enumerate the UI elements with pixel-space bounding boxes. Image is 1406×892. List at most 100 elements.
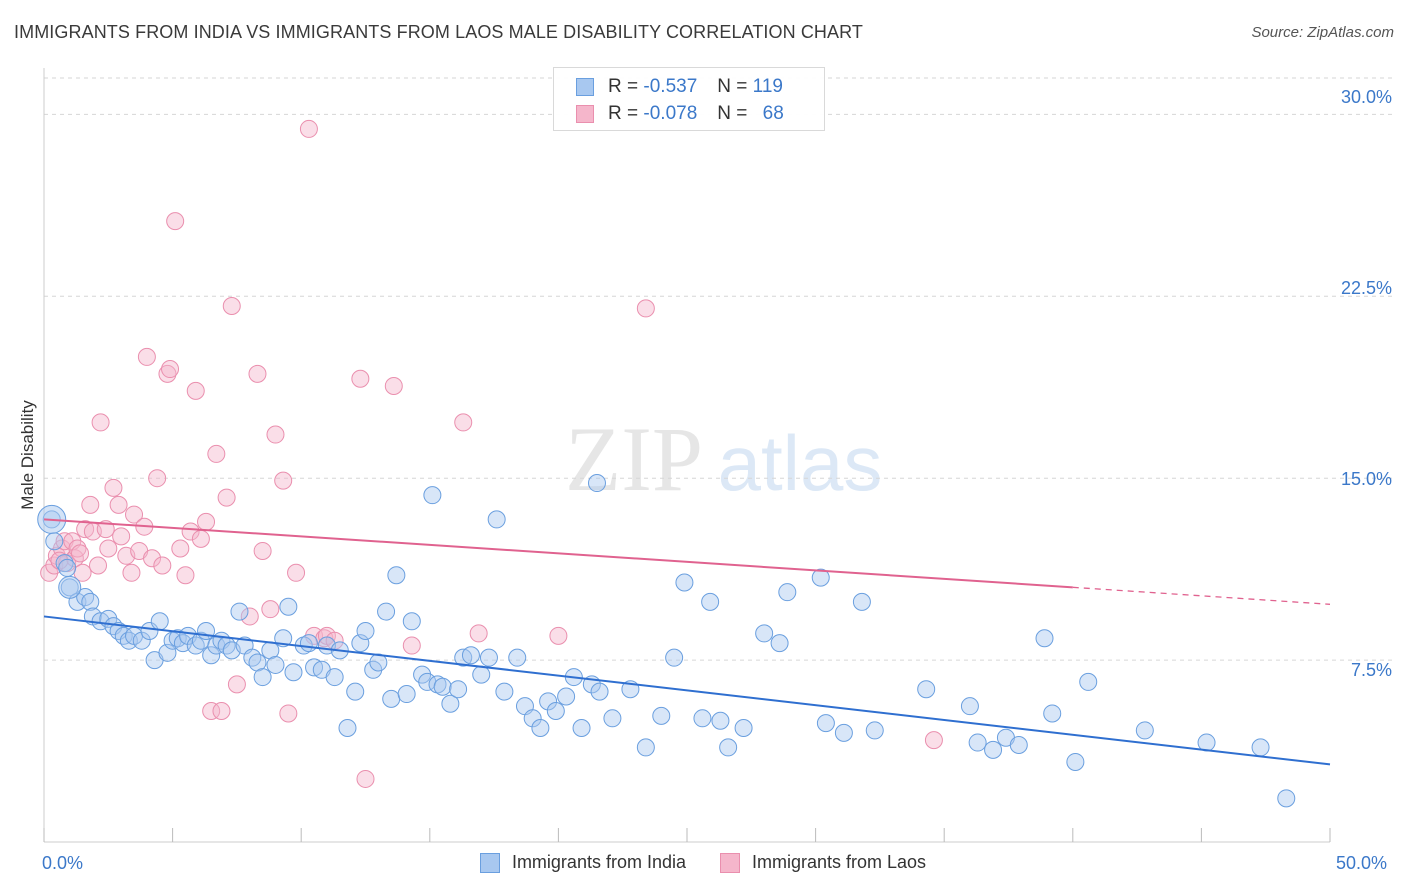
india-point-106 — [960, 697, 979, 716]
india-point-99 — [778, 583, 797, 602]
india-point-28 — [202, 646, 221, 665]
laos-point-61 — [454, 413, 473, 432]
india-point-25 — [186, 636, 205, 655]
india-point-76 — [523, 709, 542, 728]
y-tick-label-15: 15.0% — [1340, 469, 1392, 489]
laos-point-63 — [549, 626, 568, 645]
legend-r-label: R = — [608, 76, 639, 97]
laos-point-36 — [191, 529, 210, 548]
india-point-44 — [299, 634, 318, 653]
india-point-6 — [76, 588, 95, 607]
india-point-66 — [441, 694, 460, 713]
laos-point-38 — [202, 702, 221, 721]
india-point-113 — [1066, 752, 1085, 771]
y-tick-label-7-5: 7.5% — [1350, 660, 1392, 680]
india-point-82 — [572, 719, 591, 738]
laos-point-31 — [166, 212, 185, 231]
laos-point-15 — [96, 520, 115, 539]
laos-point-25 — [137, 347, 156, 366]
legend-swatch-laos — [720, 852, 740, 873]
legend-swatch-laos — [576, 105, 594, 123]
laos-point-51 — [287, 563, 306, 582]
laos-point-67 — [50, 551, 69, 570]
india-point-20 — [158, 643, 177, 662]
india-point-91 — [675, 573, 694, 592]
laos-point-35 — [186, 381, 205, 400]
legend-label-india: Immigrants from India — [511, 852, 686, 872]
axes — [43, 68, 1331, 843]
laos-point-49 — [274, 471, 293, 490]
laos-point-11 — [81, 495, 100, 514]
india-point-60 — [402, 612, 421, 631]
india-point-7 — [81, 592, 100, 611]
india-point-117 — [1251, 738, 1270, 757]
india-point-56 — [377, 602, 396, 621]
india-point-95 — [719, 738, 738, 757]
india-point-105 — [917, 680, 936, 699]
india-point-2 — [55, 554, 74, 573]
laos-point-37 — [197, 512, 216, 531]
laos-point-45 — [248, 364, 267, 383]
laos-point-28 — [153, 556, 172, 575]
india-point-22 — [168, 629, 187, 648]
india-point-70 — [472, 665, 491, 684]
india-point-98 — [770, 634, 789, 653]
laos-point-43 — [227, 675, 246, 694]
laos-point-22 — [125, 505, 144, 524]
india-point-78 — [539, 692, 558, 711]
laos-point-17 — [104, 478, 123, 497]
india-point-14 — [119, 631, 138, 650]
legend-n-value-india: 119 — [752, 76, 783, 97]
india-point-103 — [852, 592, 871, 611]
laos-point-42 — [222, 296, 241, 315]
correlation-legend: R = -0.537 N = 119 R = -0.078 N = 68 — [553, 67, 825, 131]
laos-point-59 — [384, 377, 403, 396]
india-point-medium — [58, 575, 82, 599]
chart-title: IMMIGRANTS FROM INDIA VS IMMIGRANTS FROM… — [14, 22, 864, 42]
laos-point-65 — [924, 731, 943, 750]
laos-point-21 — [122, 563, 141, 582]
laos-trend-line — [43, 518, 1073, 589]
india-point-41 — [279, 597, 298, 616]
india-trend-line — [43, 615, 1331, 766]
india-point-59 — [397, 685, 416, 704]
india-point-37 — [253, 668, 272, 687]
india-point-50 — [338, 719, 357, 738]
india-point-111 — [1035, 629, 1054, 648]
india-point-118 — [1277, 789, 1296, 808]
laos-point-30 — [161, 360, 180, 379]
india-point-19 — [150, 612, 169, 631]
india-point-13 — [114, 626, 133, 645]
laos-point-39 — [207, 444, 226, 463]
legend-r-label: R = — [608, 103, 639, 124]
laos-point-26 — [143, 549, 162, 568]
legend-row-laos: R = -0.078 N = 68 — [576, 102, 784, 126]
india-point-63 — [423, 486, 442, 505]
laos-point-44 — [240, 607, 259, 626]
x-tick-label-0: 0.0% — [42, 853, 84, 873]
trend-lines — [43, 518, 1331, 766]
y-tick-label-30: 30.0% — [1340, 87, 1392, 107]
x-tick-label-50: 50.0% — [1336, 853, 1388, 873]
india-point-110 — [1009, 735, 1028, 754]
laos-point-16 — [99, 539, 118, 558]
legend-r-value-india: -0.537 — [643, 76, 698, 97]
laos-point-33 — [176, 566, 195, 585]
india-point-36 — [248, 653, 267, 672]
chart-source: Source: ZipAtlas.com — [1251, 24, 1394, 41]
india-point-48 — [325, 668, 344, 687]
grid-lines — [44, 77, 1392, 661]
india-point-90 — [665, 648, 684, 667]
laos-point-14 — [91, 413, 110, 432]
laos-point-57 — [351, 369, 370, 388]
legend-n-label: N = — [717, 76, 748, 97]
india-point-93 — [701, 592, 720, 611]
laos-point-19 — [112, 527, 131, 546]
india-point-42 — [284, 663, 303, 682]
laos-point-64 — [636, 299, 655, 318]
laos-point-29 — [158, 364, 177, 383]
legend-n-label: N = — [717, 103, 748, 124]
india-point-33 — [230, 602, 249, 621]
india-point-85 — [603, 709, 622, 728]
